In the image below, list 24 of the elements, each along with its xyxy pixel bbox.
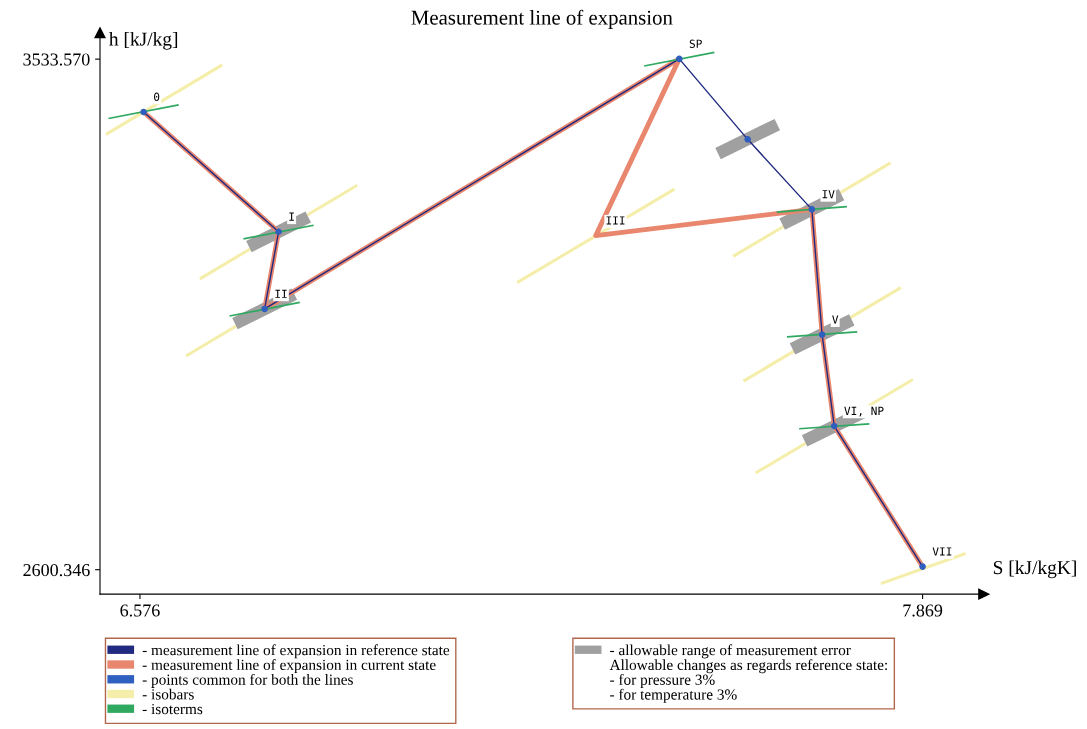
- x-tick-label: 6.576: [120, 604, 160, 617]
- legend-label: - measurement line of expansion in reference state: [142, 644, 450, 659]
- legend-label: - measurement line of expansion in current state: [142, 659, 436, 674]
- chart-title: Measurement line of expansion: [411, 9, 673, 29]
- legend-label: - allowable range of measurement error: [610, 644, 851, 659]
- legend-label: - isoterms: [142, 703, 203, 715]
- annotation: III: [606, 216, 625, 225]
- legend-label: - points common for both the lines: [142, 673, 353, 688]
- text: - for pressure 3%: [610, 673, 715, 688]
- y-tick-label: 3533.570: [23, 53, 90, 66]
- annotation: 0: [154, 92, 160, 102]
- text: Allowable changes as regards reference state:: [609, 659, 887, 674]
- annotation: II: [275, 289, 287, 298]
- annotation: VII: [932, 547, 952, 556]
- annotation: IV: [822, 190, 835, 199]
- annotation: V: [832, 315, 839, 324]
- annotation: SP: [689, 39, 702, 48]
- annotation: I: [289, 212, 294, 221]
- y-axis-title: h [kJ/kg]: [109, 31, 178, 50]
- text: - for temperature 3%: [610, 688, 737, 703]
- x-tick-label: 7.869: [903, 604, 943, 617]
- legend-label: - isobars: [142, 688, 194, 700]
- y-tick-label: 2600.346: [23, 563, 90, 577]
- x-axis-title: S [kJ/kgK]: [993, 560, 1076, 579]
